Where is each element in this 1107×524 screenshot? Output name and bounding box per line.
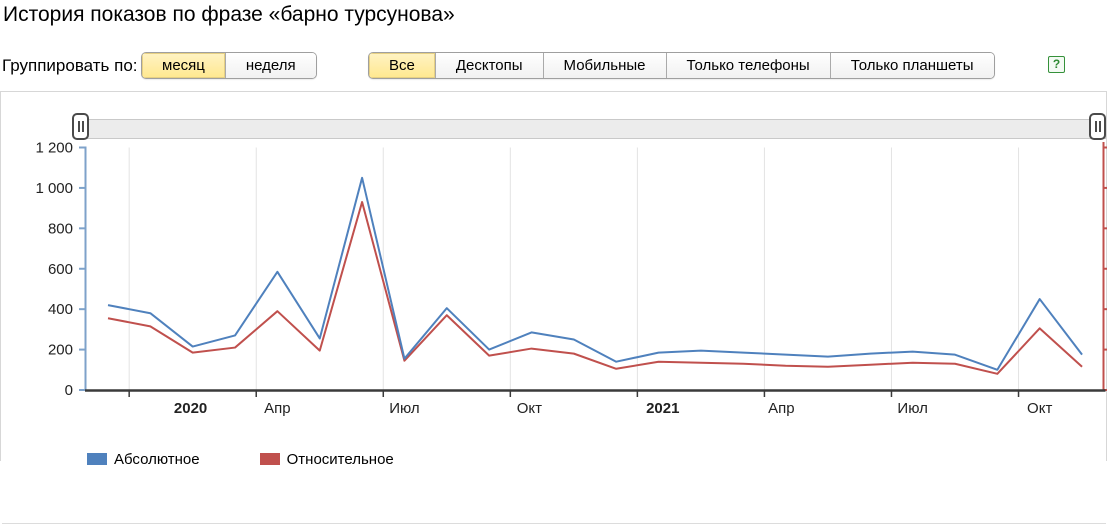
range-slider-track[interactable] xyxy=(80,119,1106,139)
grip-icon xyxy=(77,121,84,132)
device-option-Десктопы[interactable]: Десктопы xyxy=(434,53,543,78)
range-slider-right-handle[interactable] xyxy=(1089,113,1106,140)
chart-panel xyxy=(0,91,1107,524)
controls-row: Группировать по: месяц неделя Все Десктопы… xyxy=(0,52,1107,80)
legend-swatch-icon xyxy=(259,453,280,465)
device-option-Только телефоны[interactable]: Только телефоны xyxy=(665,53,830,78)
device-option-Все[interactable]: Все xyxy=(369,53,435,78)
group-by-label: Группировать по: xyxy=(2,56,138,75)
toggle-option-неделя[interactable]: неделя xyxy=(224,53,316,78)
page-title: История показов по фразе «барно турсунов… xyxy=(3,3,455,26)
device-filter-toggle: Все Десктопы Мобильные Только телефоны Тольк… xyxy=(368,52,995,79)
range-slider-left-handle[interactable] xyxy=(72,113,89,140)
help-icon[interactable]: ? xyxy=(1048,56,1065,73)
device-option-Только планшеты[interactable]: Только планшеты xyxy=(829,53,994,78)
grip-icon xyxy=(1094,121,1101,132)
device-option-Мобильные[interactable]: Мобильные xyxy=(542,53,666,78)
legend-swatch-icon xyxy=(87,453,107,465)
group-by-toggle: месяц неделя xyxy=(141,52,317,79)
toggle-option-месяц[interactable]: месяц xyxy=(142,53,225,78)
